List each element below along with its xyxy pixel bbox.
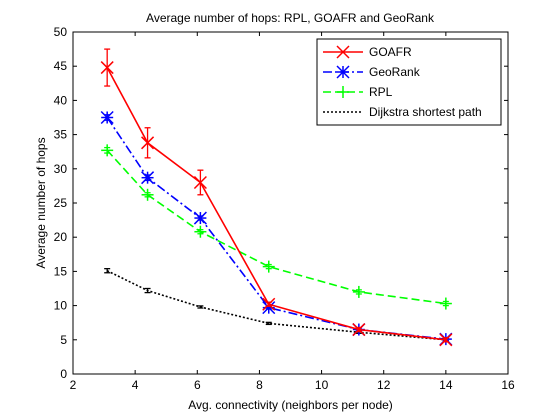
data-point: [141, 171, 155, 185]
data-point: [101, 144, 114, 157]
data-point: [194, 225, 207, 238]
legend: GOAFR GeoRank RPL Dijkstra shortest path: [316, 38, 502, 126]
y-tick-label: 30: [54, 162, 68, 176]
axis-ticks: 2 4 6 8 10 12 14 16 0 5 10 15 20 25 30 35 40 45 50: [54, 25, 515, 392]
legend-marker: [337, 86, 349, 98]
y-tick-label: 20: [54, 230, 68, 244]
legend-label: GeoRank: [369, 65, 421, 79]
y-tick-label: 35: [54, 128, 68, 142]
x-tick-label: 16: [501, 378, 515, 392]
x-tick-label: 2: [70, 378, 77, 392]
data-point: [100, 110, 114, 125]
legend-box: [316, 38, 502, 126]
chart-title: Average number of hops: RPL, GOAFR and G…: [146, 11, 435, 25]
data-point: [193, 211, 207, 225]
data-point: [439, 333, 453, 347]
x-tick-label: 12: [377, 378, 391, 392]
legend-item: Dijkstra shortest path: [323, 105, 482, 119]
legend-marker: [336, 65, 350, 79]
y-tick-label: 25: [54, 196, 68, 210]
legend-label: GOAFR: [369, 45, 412, 59]
data-point: [262, 260, 275, 273]
series-rpl: [101, 144, 452, 310]
data-point: [141, 188, 154, 201]
plot-area: [100, 48, 453, 347]
legend-marker: [336, 45, 350, 59]
x-tick-label: 8: [256, 378, 263, 392]
legend-item: GOAFR: [323, 45, 412, 59]
data-point: [352, 285, 365, 298]
series-dijkstra-shortest-path: [104, 268, 449, 342]
y-tick-label: 5: [60, 333, 67, 347]
y-tick-label: 50: [54, 25, 68, 39]
legend-item: GeoRank: [323, 65, 421, 79]
legend-item: RPL: [323, 85, 393, 99]
series-goafr: [100, 48, 453, 347]
y-tick-label: 10: [54, 299, 68, 313]
legend-label: Dijkstra shortest path: [369, 105, 482, 119]
legend-label: RPL: [369, 85, 393, 99]
data-point: [100, 61, 114, 75]
data-point: [352, 323, 366, 337]
x-tick-label: 14: [439, 378, 453, 392]
series-line: [106, 67, 446, 341]
series-line: [106, 149, 446, 305]
x-tick-label: 6: [194, 378, 201, 392]
y-tick-label: 45: [54, 59, 68, 73]
data-point: [193, 175, 207, 190]
data-point: [439, 297, 452, 310]
series-line: [106, 269, 446, 341]
y-tick-label: 0: [60, 367, 67, 381]
data-point: [141, 136, 155, 150]
y-tick-label: 40: [54, 93, 68, 107]
x-tick-label: 4: [132, 378, 139, 392]
x-axis-label: Avg. connectivity (neighbors per node): [188, 398, 393, 412]
y-tick-label: 15: [54, 264, 68, 278]
data-point: [262, 297, 276, 311]
x-tick-label: 10: [315, 378, 329, 392]
y-axis-label: Average number of hops: [34, 137, 48, 268]
